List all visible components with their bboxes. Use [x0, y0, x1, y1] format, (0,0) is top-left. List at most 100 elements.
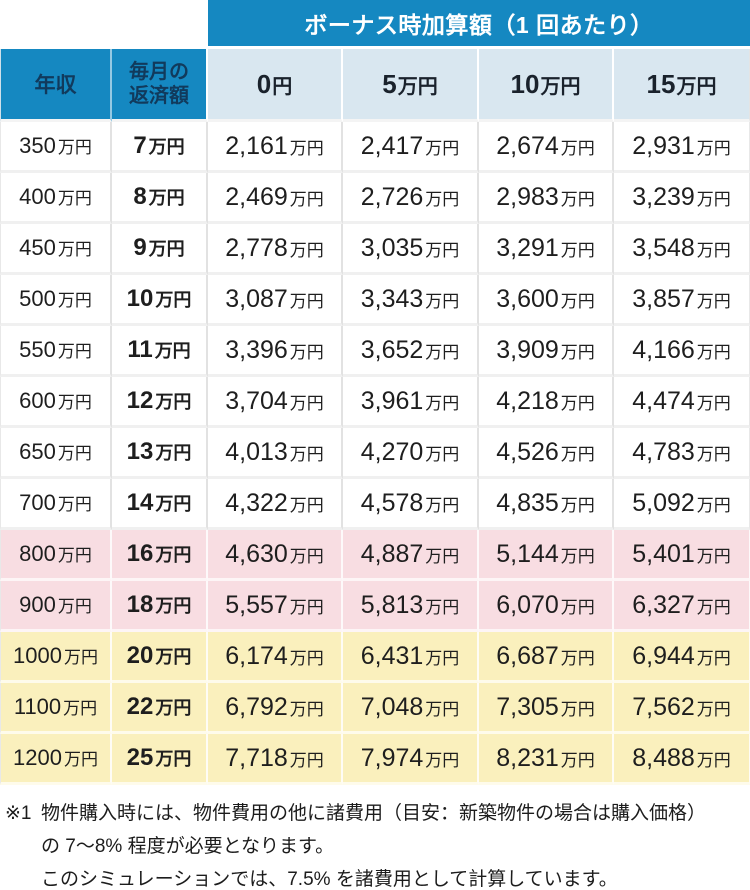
total-cell: 5,401 万円 — [614, 530, 750, 581]
income-cell: 450 万円 — [0, 224, 112, 275]
amount-value: 6,174 — [225, 641, 288, 670]
amount-value: 6,431 — [360, 641, 424, 670]
amount-value: 600 — [19, 388, 56, 413]
amount-value: 8,231 — [496, 743, 559, 772]
table-row: 600 万円 12 万円 3,704 万円 3,961 万円 4,218 万円 4,474 万円 — [0, 377, 750, 428]
amount-value: 400 — [19, 184, 56, 209]
amount-value: 4,630 — [225, 539, 288, 568]
amount-unit: 万円 — [425, 342, 460, 362]
table-body: 350 万円 7 万円 2,161 万円 2,417 万円 2,674 万円 2,931 万円 400 万… — [0, 122, 750, 785]
amount-unit: 万円 — [696, 138, 731, 158]
amount-value: 8,488 — [632, 743, 695, 772]
total-cell: 5,557 万円 — [208, 581, 343, 632]
income-cell: 1200 万円 — [0, 734, 112, 785]
amount-value: 4,887 — [360, 539, 424, 568]
amount-unit: 万円 — [425, 495, 460, 515]
amount-unit: 万円 — [155, 596, 192, 616]
amount-unit: 万円 — [560, 138, 595, 158]
amount-value: 6,327 — [632, 590, 695, 619]
amount-value: 2,983 — [496, 182, 559, 211]
table-row: 450 万円 9 万円 2,778 万円 3,035 万円 3,291 万円 3,548 万円 — [0, 224, 750, 275]
bonus-unit: 万円 — [540, 75, 581, 98]
amount-unit: 万円 — [57, 495, 92, 514]
amount-value: 1200 — [13, 745, 62, 770]
total-cell: 8,231 万円 — [479, 734, 614, 785]
amount-unit: 万円 — [63, 699, 98, 718]
amount-value: 18 — [126, 591, 154, 618]
amount-value: 3,548 — [632, 233, 695, 262]
total-cell: 4,526 万円 — [479, 428, 614, 479]
bonus-unit: 万円 — [676, 75, 717, 98]
income-cell: 550 万円 — [0, 326, 112, 377]
total-cell: 2,983 万円 — [479, 173, 614, 224]
amount-unit: 万円 — [560, 342, 595, 362]
amount-unit: 万円 — [560, 495, 595, 515]
amount-value: 13 — [126, 438, 154, 465]
amount-unit: 万円 — [155, 749, 192, 769]
monthly-cell: 25 万円 — [112, 734, 208, 785]
monthly-cell: 9 万円 — [112, 224, 208, 275]
total-cell: 6,431 万円 — [343, 632, 479, 683]
amount-value: 3,396 — [225, 335, 288, 364]
amount-unit: 万円 — [425, 189, 460, 209]
amount-value: 8 — [133, 183, 147, 210]
total-cell: 6,174 万円 — [208, 632, 343, 683]
amount-unit: 万円 — [696, 240, 731, 260]
table-row: 800 万円 16 万円 4,630 万円 4,887 万円 5,144 万円 5,401 万円 — [0, 530, 750, 581]
total-cell: 2,469 万円 — [208, 173, 343, 224]
table-row: 350 万円 7 万円 2,161 万円 2,417 万円 2,674 万円 2,931 万円 — [0, 122, 750, 173]
amount-unit: 万円 — [425, 393, 460, 413]
table-header: ボーナス時加算額（1 回あたり） 年収 毎月の 返済額 0円 5万円 10万円 … — [0, 0, 750, 122]
amount-value: 12 — [126, 387, 154, 414]
amount-unit: 万円 — [289, 189, 324, 209]
note-line: の 7～8% 程度が必要となります。 — [41, 836, 335, 857]
total-cell: 6,070 万円 — [479, 581, 614, 632]
total-cell: 3,548 万円 — [614, 224, 750, 275]
bonus-column-header-3: 15万円 — [614, 49, 750, 122]
total-cell: 5,813 万円 — [343, 581, 479, 632]
amount-unit: 万円 — [696, 750, 731, 770]
total-cell: 3,291 万円 — [479, 224, 614, 275]
total-cell: 2,417 万円 — [343, 122, 479, 173]
amount-unit: 万円 — [289, 546, 324, 566]
total-cell: 3,909 万円 — [479, 326, 614, 377]
amount-value: 2,778 — [225, 233, 288, 262]
amount-unit: 万円 — [696, 495, 731, 515]
note-1: ※1 物件購入時には、物件費用の他に諸費用（目安：新築物件の場合は購入価格） の… — [5, 797, 744, 890]
amount-unit: 万円 — [425, 138, 460, 158]
amount-unit: 万円 — [155, 494, 192, 514]
total-cell: 4,578 万円 — [343, 479, 479, 530]
table-row: 650 万円 13 万円 4,013 万円 4,270 万円 4,526 万円 4,783 万円 — [0, 428, 750, 479]
amount-unit: 万円 — [155, 647, 192, 667]
amount-unit: 万円 — [696, 291, 731, 311]
amount-unit: 万円 — [63, 648, 98, 667]
table-row: 500 万円 10 万円 3,087 万円 3,343 万円 3,600 万円 3,857 万円 — [0, 275, 750, 326]
amount-value: 1000 — [13, 643, 62, 668]
footnotes: ※1 物件購入時には、物件費用の他に諸費用（目安：新築物件の場合は購入価格） の… — [0, 797, 750, 890]
bonus-band-title: ボーナス時加算額（1 回あたり） — [208, 0, 750, 49]
amount-unit: 万円 — [560, 546, 595, 566]
amount-value: 500 — [19, 286, 56, 311]
amount-unit: 万円 — [57, 138, 92, 157]
table-row: 700 万円 14 万円 4,322 万円 4,578 万円 4,835 万円 5,092 万円 — [0, 479, 750, 530]
amount-unit: 万円 — [696, 699, 731, 719]
amount-value: 14 — [126, 489, 154, 516]
bonus-amount: 5 — [382, 68, 397, 99]
header-corner — [0, 0, 208, 49]
amount-unit: 万円 — [425, 291, 460, 311]
total-cell: 6,687 万円 — [479, 632, 614, 683]
amount-unit: 万円 — [696, 189, 731, 209]
total-cell: 7,048 万円 — [343, 683, 479, 734]
amount-unit: 万円 — [289, 648, 324, 668]
amount-value: 25 — [126, 744, 154, 771]
amount-unit: 万円 — [560, 240, 595, 260]
amount-unit: 万円 — [155, 698, 192, 718]
monthly-cell: 14 万円 — [112, 479, 208, 530]
amount-unit: 万円 — [57, 291, 92, 310]
table-row: 1100 万円 22 万円 6,792 万円 7,048 万円 7,305 万円 7,562 万円 — [0, 683, 750, 734]
total-cell: 3,704 万円 — [208, 377, 343, 428]
amount-value: 5,557 — [225, 590, 288, 619]
amount-value: 3,600 — [496, 284, 559, 313]
amount-unit: 万円 — [425, 597, 460, 617]
